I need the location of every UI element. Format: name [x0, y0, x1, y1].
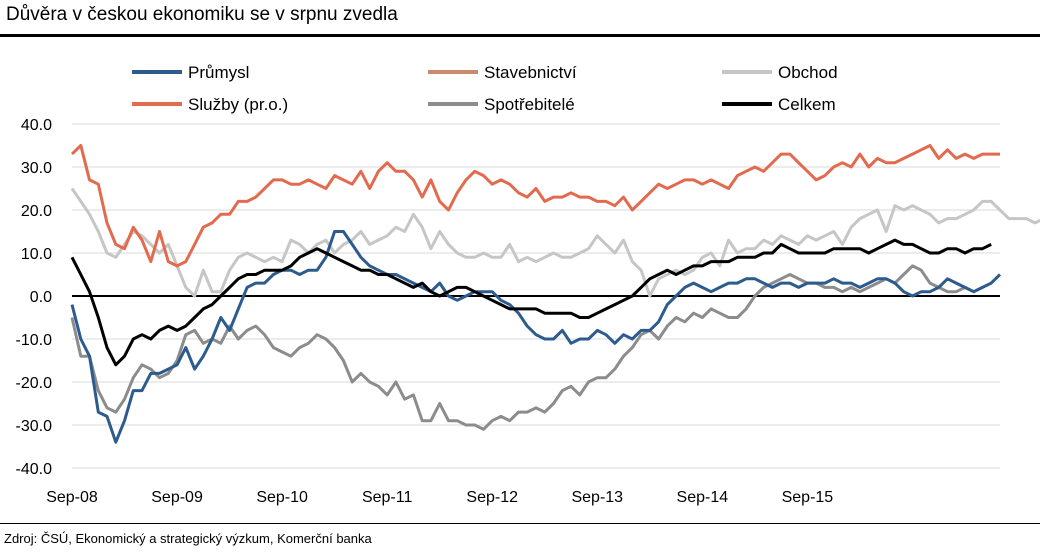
legend-item: Celkem	[722, 95, 836, 114]
legend-label: Spotřebitelé	[484, 95, 575, 114]
legend: Průmysl Stavebnictví Obchod Služby (pr.o.) S…	[132, 63, 838, 114]
legend-item: Obchod	[722, 63, 838, 82]
x-tick-label: Sep-12	[466, 489, 518, 506]
x-tick-label: Sep-11	[362, 489, 413, 506]
legend-label: Průmysl	[188, 63, 249, 82]
legend-label: Služby (pr.o.)	[188, 95, 288, 114]
x-tick-label: Sep-14	[677, 489, 729, 506]
x-tick-label: Sep-08	[46, 489, 98, 506]
legend-item: Stavebnictví	[428, 63, 577, 82]
y-tick-label: -40.0	[16, 461, 53, 478]
y-tick-label: 40.0	[21, 117, 52, 134]
series-line-slu-by-pr-o-	[70, 144, 1000, 268]
series-line-spot-ebitel-	[70, 264, 984, 431]
x-tick-label: Sep-10	[256, 489, 308, 506]
source-note: Zdroj: ČSÚ, Ekonomický a strategický výz…	[4, 531, 372, 546]
grid-lines	[72, 123, 1000, 469]
y-axis-labels: 40.0 30.0 20.0 10.0 0.0 -10.0 -20.0 -30.0 -40.0	[16, 117, 53, 478]
y-tick-label: 0.0	[30, 289, 52, 306]
legend-item: Spotřebitelé	[428, 95, 575, 114]
legend-item: Průmysl	[132, 63, 249, 82]
y-tick-label: -30.0	[16, 418, 53, 435]
x-tick-label: Sep-13	[571, 489, 623, 506]
y-tick-label: -20.0	[16, 375, 53, 392]
line-chart: 40.030.020.010.00.0-10.0-20.0-30.0-40.0 …	[16, 63, 1040, 506]
x-tick-label: Sep-09	[151, 489, 203, 506]
y-tick-label: 30.0	[21, 160, 52, 177]
legend-label: Stavebnictví	[484, 63, 577, 82]
series-line-celkem	[70, 238, 992, 367]
x-axis-labels: Sep-08 Sep-09 Sep-10 Sep-11 Sep-12 Sep-13 Sep-…	[46, 489, 833, 506]
legend-item: Služby (pr.o.)	[132, 95, 288, 114]
series-line-obchod	[70, 187, 1040, 298]
y-tick-label: 10.0	[21, 246, 52, 263]
legend-label: Obchod	[778, 63, 838, 82]
x-tick-label: Sep-15	[782, 489, 834, 506]
title-rule	[0, 34, 1040, 37]
y-tick-label: -10.0	[16, 332, 53, 349]
footer-rule	[0, 523, 1040, 524]
series-lines	[70, 144, 1040, 444]
chart-title: Důvěra v českou ekonomiku se v srpnu zve…	[6, 4, 398, 25]
y-tick-label: 20.0	[21, 203, 52, 220]
series-line-pr-mysl	[70, 230, 1002, 444]
legend-label: Celkem	[778, 95, 836, 114]
